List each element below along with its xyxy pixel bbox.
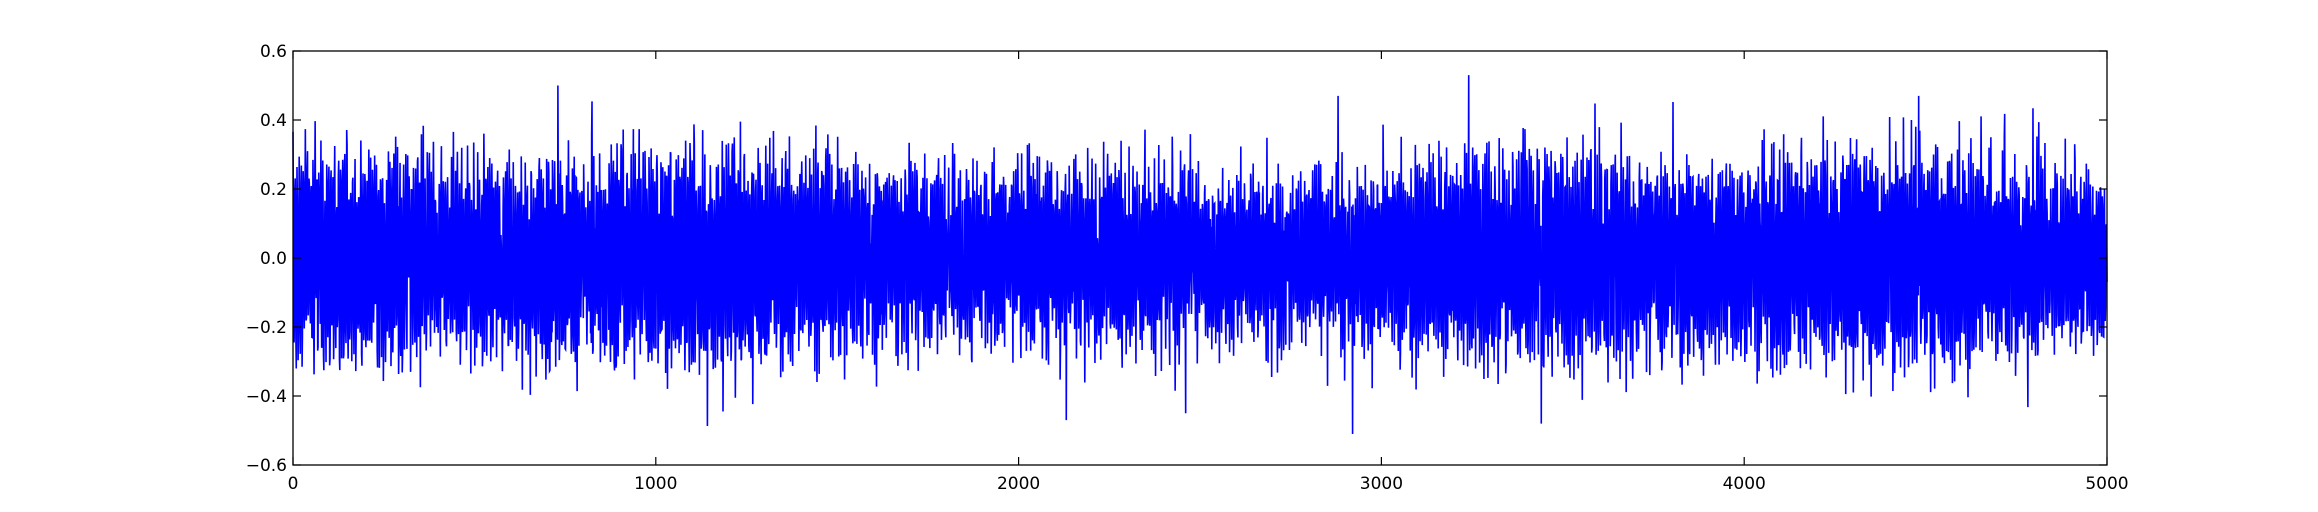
tick-labels: 0 1000 2000 3000 4000 5000 −0.6 −0.4 −0.2 0.0 0.2 0… — [246, 42, 2129, 494]
x-tick-label: 0 — [288, 474, 299, 494]
x-tick-label: 1000 — [634, 474, 677, 494]
x-tick-label: 4000 — [1723, 474, 1766, 494]
y-tick-label: 0.4 — [260, 111, 287, 131]
x-tick-label: 3000 — [1360, 474, 1403, 494]
series-line — [292, 75, 2108, 434]
y-tick-label: 0.2 — [260, 180, 287, 200]
y-tick-label: −0.6 — [246, 456, 287, 476]
x-tick-label: 5000 — [2085, 474, 2128, 494]
plot-area — [292, 75, 2108, 434]
axis-ticks — [292, 50, 2108, 466]
y-tick-label: −0.4 — [246, 387, 287, 407]
y-tick-label: 0.0 — [260, 249, 287, 269]
x-tick-label: 2000 — [997, 474, 1040, 494]
y-tick-label: 0.6 — [260, 42, 287, 62]
y-tick-label: −0.2 — [246, 318, 287, 338]
